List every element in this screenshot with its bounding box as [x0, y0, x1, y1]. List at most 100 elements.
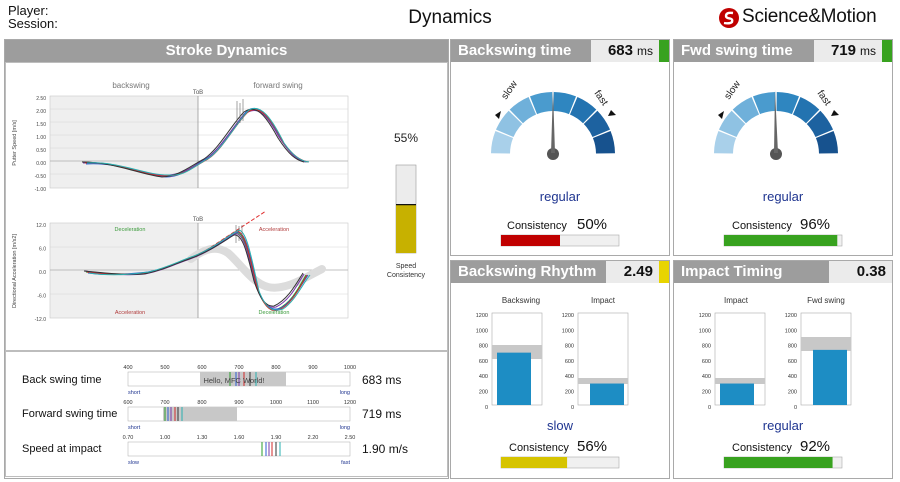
metric-tick: 1.90	[271, 435, 282, 441]
top-chart-ytick: -1.00	[35, 187, 47, 193]
top-chart-tob-label: ToB	[193, 90, 203, 96]
backswing-time-gauge-segments	[491, 92, 615, 154]
top-chart-ytick: 1.50	[36, 122, 46, 128]
bottom-chart-ytick: 0.0	[39, 270, 46, 276]
top-chart-ytick: 1.00	[36, 135, 46, 141]
bar-chart-ytick: 0	[794, 405, 797, 411]
impact-timing-right-label: Fwd swing	[807, 296, 845, 305]
impact-timing-charts: Impact Fwd swing 1200 1000 800 600 400 200 0 1…	[699, 296, 852, 469]
bar-chart-ytick: 1200	[562, 313, 574, 319]
backswing-rhythm-left-bar	[497, 352, 531, 405]
impact-timing-panel: Impact Timing 0.38 Impact Fwd swing 1200…	[673, 260, 893, 479]
fwd-swing-time-gauge-needle	[774, 90, 778, 153]
bar-chart-ytick: 400	[702, 374, 711, 380]
impact-timing-left-label: Impact	[724, 296, 749, 305]
top-chart-ylabel: Putter Speed [m/s]	[12, 120, 18, 166]
gauge-segment	[776, 92, 800, 115]
bottom-chart-ytick: -12.0	[35, 317, 47, 323]
backswing-time-consistency-label: Consistency	[507, 220, 567, 232]
speed-consistency-fill	[396, 204, 416, 253]
fwd-swing-time-gauge: slow fast	[714, 78, 843, 247]
metric-tick: 900	[308, 365, 317, 371]
metric-tick: 1.00	[160, 435, 171, 441]
metric-value-backswing-time: 683 ms	[362, 373, 402, 387]
fwd-swing-time-fast-arrow-icon	[831, 110, 839, 116]
top-chart-ytick: 0.00	[36, 161, 46, 167]
metric-tick: 0.70	[123, 435, 134, 441]
bar-chart-ytick: 600	[788, 359, 797, 365]
backswing-time-panel: Backswing time 683 ms slow fast regular C…	[450, 39, 670, 256]
fwd-swing-time-slow-label: slow	[722, 78, 743, 101]
backswing-rhythm-right-label: Impact	[591, 296, 616, 305]
header: Player: Session: Dynamics Science&Motion	[0, 0, 900, 36]
forward-long-label: long	[340, 425, 350, 431]
metric-tick: 1000	[270, 400, 282, 406]
top-chart-backswing-label: backswing	[112, 81, 149, 90]
logo: Science&Motion	[718, 6, 888, 30]
backswing-time-slow-arrow-icon	[495, 111, 501, 119]
stroke-dynamics-plots: backswing forward swing ToB 2.50 2.00 1.50…	[5, 62, 448, 351]
gauge-segment	[509, 97, 537, 124]
bar-chart-ytick: 800	[479, 344, 488, 350]
impact-timing-right-yticks: 1200 1000 800 600 400 200 0	[785, 313, 797, 411]
bar-chart-ytick: 800	[788, 344, 797, 350]
metric-tick: 1100	[307, 400, 319, 406]
top-chart-ytick: 0.50	[36, 148, 46, 154]
bar-chart-ytick: 200	[479, 390, 488, 396]
fwd-swing-time-consistency-pct: 96%	[800, 216, 831, 233]
backswing-rhythm-right-yticks: 1200 1000 800 600 400 200 0	[562, 313, 574, 411]
metric-tick: 600	[123, 400, 132, 406]
backswing-region	[50, 96, 198, 188]
metric-tick: 2.50	[345, 435, 356, 441]
impact-timing-verdict: regular	[762, 418, 804, 433]
top-chart-ytick: 2.00	[36, 109, 46, 115]
metric-bar-forward-swing-time: 600 700 800 900 1000 1100 1200 short long	[123, 400, 356, 431]
fwd-swing-time-panel: Fwd swing time 719 ms slow fast regular C…	[673, 39, 893, 256]
logo-text: Science&Motion	[742, 6, 877, 27]
impact-timing-value-box: 0.38	[829, 261, 892, 283]
backswing-rhythm-left-label: Backswing	[502, 296, 540, 305]
metric-bar-speed-at-impact: 0.70 1.00 1.30 1.60 1.90 2.20 2.50 slow fast	[123, 435, 356, 466]
top-chart-frame	[49, 95, 349, 189]
gauge-segment	[752, 92, 776, 115]
impact-timing-right-band	[801, 337, 851, 351]
forward-short-label: short	[128, 425, 141, 431]
top-chart-yticks: 2.50 2.00 1.50 1.00 0.50 0.00 -0.50 -1.00	[35, 96, 47, 193]
impact-timing-consistency-fill	[724, 457, 833, 468]
impact-timing-title: Impact Timing	[674, 261, 829, 283]
backswing-rhythm-charts: Backswing Impact 1200 1000 800 600 400 200 0 1…	[476, 296, 629, 469]
speed-slow-label: slow	[128, 460, 139, 466]
bar-chart-ytick: 600	[479, 359, 488, 365]
backswing-time-value-box: 683 ms	[591, 40, 659, 62]
label-acceleration-right: Acceleration	[259, 227, 289, 233]
metric-label-backswing-time: Back swing time	[22, 374, 102, 386]
impact-timing-left-band	[715, 378, 765, 384]
metric-tick: 700	[234, 365, 243, 371]
gauge-segment	[719, 110, 746, 138]
bar-chart-ytick: 400	[788, 374, 797, 380]
metric-label-forward-swing-time: Forward swing time	[22, 408, 118, 420]
metric-bars-svg: 400 500 600 700 800 900 1000 Hello, MFC World!…	[123, 365, 356, 466]
gauge-segment	[583, 110, 610, 138]
bar-chart-ytick: 400	[565, 374, 574, 380]
impact-timing-consistency-label: Consistency	[732, 442, 792, 454]
metric-tick: 1.60	[234, 435, 245, 441]
bar-chart-ytick: 1000	[699, 328, 711, 334]
page-title: Dynamics	[408, 7, 492, 28]
backswing-time-gauge: slow fast	[491, 78, 620, 247]
bottom-chart-ytick: -6.0	[37, 294, 46, 300]
metric-tick: 900	[234, 400, 243, 406]
backswing-rhythm-panel: Backswing Rhythm 2.49 Backswing Impact 1…	[450, 260, 670, 479]
metric-tick: 700	[160, 400, 169, 406]
bar-chart-ytick: 0	[571, 405, 574, 411]
top-chart-curves	[81, 107, 310, 178]
backswing-long-label: long	[340, 390, 350, 396]
stroke-dynamics-title-text: Stroke Dynamics	[165, 42, 288, 59]
gauge-segment	[792, 97, 820, 124]
backswing-time-value: 683	[607, 42, 633, 59]
bar-chart-ytick: 600	[702, 359, 711, 365]
bar-chart-ytick: 1200	[785, 313, 797, 319]
backswing-time-slow-label: slow	[499, 78, 520, 101]
metric-tick: 800	[271, 365, 280, 371]
gauge-segment	[815, 130, 838, 154]
